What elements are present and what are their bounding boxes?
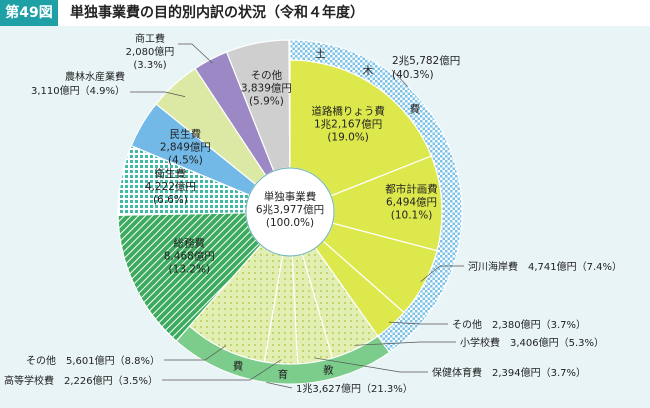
callout-agri-value: 3,110億円（4.9%） [31,84,125,97]
callout-pe: 保健体育費 2,394億円（3.7%） [432,366,586,379]
edu-ring-char-1: 育 [278,368,289,381]
slice-label-urban-2: (10.1%) [391,210,433,222]
civil-percent: (40.3%) [392,69,434,81]
civil-ring-char-2: 費 [410,103,421,116]
callout-commerce-name: 商工費 [135,32,165,45]
leader-civil [391,69,408,87]
slice-label-health-0: 衛生費 [155,167,187,180]
figure-number-badge: 第49図 [0,0,58,26]
callout-elementary: 小学校費 3,406億円（5.3%） [460,336,604,349]
slice-label-road-0: 道路橋りょう費 [311,104,385,117]
leader-high_school [162,359,282,381]
leader-pe [314,357,428,373]
callout-civil_other: その他 2,380億円（3.7%） [452,318,586,331]
slice-label-other-0: その他 [251,68,283,81]
slice-label-general-1: 8,468億円 [164,250,215,263]
leader-civil_other [388,321,448,325]
slice-label-welfare-1: 2,849億円 [160,141,211,154]
civil-total: 2兆5,782億円 [392,54,460,67]
edu-ring-char-2: 費 [233,359,244,372]
callout-edu_other: その他 5,601億円（8.8%） [26,354,160,367]
slice-label-general-2: (13.2%) [169,264,211,276]
leader-agri [130,91,186,97]
education-total: 1兆3,627億円（21.3%） [296,382,413,395]
slice-label-other-2: (5.9%) [249,95,284,107]
leader-edu_other [164,345,227,361]
slice-label-road-2: (19.0%) [327,131,369,143]
leader-education [266,382,293,389]
callout-river: 河川海岸費 4,741億円（7.4%） [468,260,622,273]
slice-label-other-1: 3,839億円 [241,81,292,94]
callout-commerce-pct: (3.3%) [133,60,166,71]
slice-label-health-1: 4,222億円 [145,180,196,193]
edu-ring-char-0: 教 [323,363,334,376]
center-label-2: (100.0%) [266,217,314,229]
callout-agri-name: 農林水産業費 [65,70,125,83]
callout-high_school: 高等学校費 2,226億円（3.5%） [4,374,158,387]
leader-elementary [354,341,456,346]
center-label-1: 6兆3,977億円 [256,203,324,216]
leader-commerce [178,43,213,64]
callout-commerce-value: 2,080億円 [126,45,175,58]
leader-river [420,265,464,282]
figure-header: 第49図 単独事業費の目的別内訳の状況（令和４年度） [0,0,650,26]
slice-label-health-2: (6.6%) [153,194,188,206]
slice-label-road-1: 1兆2,167億円 [314,117,382,130]
figure-title: 単独事業費の目的別内訳の状況（令和４年度） [70,5,364,21]
center-hole [245,167,335,257]
slice-label-welfare-2: (4.5%) [168,155,203,167]
slice-label-urban-1: 6,494億円 [386,196,437,209]
civil-ring-char-1: 木 [363,65,374,77]
civil-ring-char-0: 土 [315,47,326,60]
slice-label-urban-0: 都市計画費 [385,183,438,196]
slice-label-welfare-0: 民生費 [170,128,202,141]
slice-label-general-0: 総務費 [174,237,206,250]
center-label-0: 単独事業費 [264,190,317,203]
